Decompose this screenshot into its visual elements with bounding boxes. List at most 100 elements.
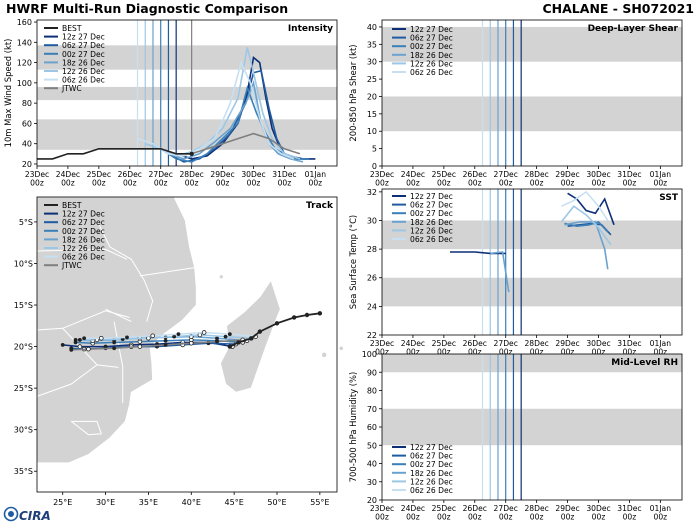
track-xtick-label: 25°E — [53, 498, 72, 507]
logo-core-icon — [8, 511, 14, 517]
shear-xtick-label: 00z — [499, 179, 513, 188]
shear-xtick-label: 28Dec — [524, 170, 548, 179]
intensity-legend-label: 12z 26 Dec — [62, 67, 105, 76]
track-legend-label: 12z 26 Dec — [62, 244, 105, 253]
intensity-xtick-label: 00z — [123, 179, 137, 188]
track-position-marker — [146, 335, 151, 341]
sst-xtick-label: 00z — [375, 348, 389, 357]
rh-legend-label: 18z 26 Dec — [410, 469, 453, 478]
rh-xtick-label: 30Dec — [586, 504, 610, 513]
sst-legend-label: 00z 27 Dec — [410, 209, 453, 218]
intensity-shade-band — [37, 119, 337, 150]
track-position-marker — [77, 338, 82, 342]
intensity-xtick-label: 29Dec — [210, 170, 234, 179]
cira-logo: CIRA — [3, 506, 51, 523]
reunion-island — [321, 352, 327, 358]
sst-xtick-label: 01Jan — [650, 339, 672, 348]
sst-xtick-label: 24Dec — [401, 339, 425, 348]
track-position-marker — [163, 338, 168, 343]
track-position-marker — [197, 332, 203, 338]
rh-xtick-label: 00z — [530, 513, 544, 522]
rh-xtick-label: 00z — [468, 513, 482, 522]
rh-xtick-label: 00z — [499, 513, 513, 522]
sst-series-line — [564, 220, 609, 233]
rh-legend-label: 00z 27 Dec — [410, 460, 453, 469]
shear-legend-label: 00z 27 Dec — [410, 42, 453, 51]
track-position-marker — [82, 336, 87, 341]
intensity-xtick-label: 00z — [309, 179, 323, 188]
shear-ytick-label: 30 — [367, 58, 377, 67]
shear-ytick-label: 15 — [367, 110, 377, 119]
rh-ytick-label: 20 — [367, 496, 377, 505]
intensity-xtick-label: 01Jan — [305, 170, 327, 179]
shear-ylabel: 200-850 hPa Shear (kt) — [348, 44, 358, 141]
sst-legend-label: 12z 26 Dec — [410, 226, 453, 235]
intensity-xtick-label: 24Dec — [56, 170, 80, 179]
track-best-marker — [236, 340, 241, 345]
rh-xtick-label: 00z — [406, 513, 420, 522]
rh-xtick-label: 31Dec — [617, 504, 641, 513]
rh-legend-label: 06z 27 Dec — [410, 452, 453, 461]
track-best-marker — [274, 321, 280, 326]
shear-xtick-label: 24Dec — [401, 170, 425, 179]
intensity-ytick-label: 140 — [17, 38, 32, 47]
intensity-series-line — [191, 132, 301, 155]
track-plot-frame — [36, 196, 338, 493]
sst-xtick-label: 28Dec — [524, 339, 548, 348]
shear-xtick-label: 23Dec — [370, 170, 394, 179]
intensity-ytick-label: 20 — [22, 160, 32, 169]
land-layer — [36, 196, 344, 492]
rh-xtick-label: 00z — [623, 513, 637, 522]
sst-shade-band — [382, 220, 682, 250]
intensity-ytick-label: 60 — [22, 119, 32, 128]
sst-xtick-label: 29Dec — [555, 339, 579, 348]
rh-ytick-label: 60 — [367, 423, 377, 432]
rh-xtick-label: 00z — [437, 513, 451, 522]
intensity-best-line — [37, 148, 192, 160]
shear-xtick-label: 27Dec — [494, 170, 518, 179]
sst-ylabel: Sea Surface Temp (°C) — [348, 215, 358, 309]
sst-xtick-label: 00z — [437, 348, 451, 357]
intensity-legend-label: 18z 26 Dec — [62, 58, 105, 67]
rh-xtick-label: 00z — [654, 513, 668, 522]
track-position-marker — [137, 344, 143, 349]
track-ytick-label: 30°S — [14, 426, 33, 435]
track-position-marker — [125, 335, 129, 340]
track-legend-label: 12z 27 Dec — [62, 210, 105, 219]
rh-panel-title: Mid-Level RH — [611, 358, 678, 368]
sst-ytick-label: 26 — [367, 274, 377, 283]
sst-plot-frame — [381, 188, 683, 336]
sst-xtick-label: 25Dec — [432, 339, 456, 348]
page-title: HWRF Multi-Run Diagnostic Comparison — [6, 1, 289, 16]
track-position-marker — [150, 333, 156, 339]
shear-xtick-label: 25Dec — [432, 170, 456, 179]
rh-ylabel: 700-500 hPa Humidity (%) — [348, 372, 358, 483]
intensity-ytick-label: 80 — [22, 99, 32, 108]
country-border — [139, 267, 195, 277]
shear-xtick-label: 00z — [623, 179, 637, 188]
track-position-marker — [172, 334, 177, 339]
rh-xtick-label: 00z — [375, 513, 389, 522]
sst-ytick-label: 24 — [367, 302, 377, 311]
rh-legend-label: 12z 26 Dec — [410, 477, 453, 486]
intensity-xtick-label: 31Dec — [272, 170, 296, 179]
track-best-marker — [257, 329, 263, 334]
intensity-xtick-label: 28Dec — [179, 170, 203, 179]
rh-xtick-label: 00z — [561, 513, 575, 522]
track-best-marker — [317, 311, 323, 316]
track-legend-label: 06z 27 Dec — [62, 218, 105, 227]
rh-xtick-label: 28Dec — [524, 504, 548, 513]
shear-legend-label: 18z 26 Dec — [410, 51, 453, 60]
country-border — [36, 248, 128, 260]
sst-xtick-label: 26Dec — [463, 339, 487, 348]
country-border — [36, 310, 130, 331]
track-best-marker — [227, 344, 233, 349]
intensity-best-marker — [189, 151, 194, 157]
track-best-marker — [291, 315, 297, 320]
track-xtick-label: 40°E — [182, 498, 201, 507]
rh-ytick-label: 30 — [367, 478, 377, 487]
shear-xtick-label: 00z — [375, 179, 389, 188]
track-best-marker — [304, 312, 310, 318]
track-xtick-label: 45°E — [225, 498, 244, 507]
rh-xtick-label: 01Jan — [650, 504, 672, 513]
